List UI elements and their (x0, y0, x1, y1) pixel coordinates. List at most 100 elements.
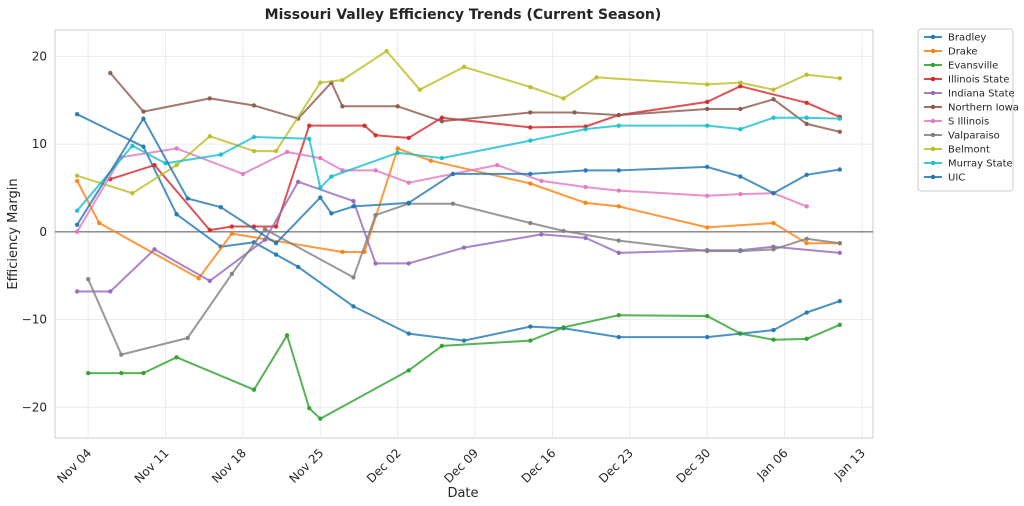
data-point-belmont (384, 48, 389, 54)
data-point-murray-state (804, 115, 809, 120)
data-point-valparaiso (837, 241, 843, 246)
x-tick-label: Dec 09 (441, 446, 481, 486)
legend-swatch-marker (930, 34, 936, 40)
data-point-northern-iowa (738, 106, 743, 112)
data-point-belmont (130, 191, 135, 196)
data-point-uic (273, 241, 279, 246)
data-point-illinois-state (273, 224, 279, 229)
x-axis-ticks: Nov 04 Nov 11 Nov 18 Nov 25 Dec 02 Dec 09 Dec … (54, 446, 868, 486)
data-point-uic (616, 168, 621, 173)
data-point-indiana-state (837, 250, 843, 256)
legend-label: Bradley (948, 33, 986, 44)
data-point-s-illinois (318, 155, 323, 161)
data-point-murray-state (329, 174, 334, 179)
data-point-bradley (273, 252, 279, 257)
legend-entry: Illinois State (924, 75, 1009, 86)
data-point-uic (218, 205, 224, 210)
data-point-evansville (307, 405, 312, 411)
y-tick-label: 20 (32, 49, 47, 63)
legend-entry: Bradley (924, 33, 986, 44)
legend-label: Murray State (948, 159, 1013, 170)
chart-title: Missouri Valley Efficiency Trends (Curre… (265, 7, 662, 23)
data-point-bradley (616, 334, 621, 340)
data-point-s-illinois (373, 168, 378, 173)
data-point-valparaiso (85, 276, 91, 282)
data-point-belmont (804, 72, 809, 77)
data-point-valparaiso (771, 247, 776, 252)
data-point-uic (74, 222, 80, 227)
series-evansville (85, 312, 843, 421)
data-point-illinois-state (207, 227, 212, 233)
data-point-drake (704, 225, 710, 230)
data-point-drake (74, 178, 80, 184)
data-point-belmont (318, 80, 323, 85)
legend-swatch-marker (930, 62, 936, 68)
data-point-valparaiso (704, 248, 710, 254)
data-point-bradley (74, 112, 80, 117)
data-point-illinois-state (528, 125, 533, 130)
x-tick-label: Nov 11 (132, 446, 172, 486)
data-point-evansville (528, 338, 533, 343)
data-point-indiana-state (406, 261, 411, 266)
legend-entry: Evansville (924, 61, 998, 72)
data-point-evansville (837, 322, 843, 328)
data-point-bradley (351, 304, 356, 309)
y-tick-label: 0 (39, 225, 47, 239)
data-point-uic (141, 116, 146, 121)
data-point-drake (395, 146, 400, 151)
series-line-uic (76, 117, 840, 245)
x-tick-label: Nov 18 (209, 446, 249, 486)
y-tick-label: 10 (32, 137, 47, 151)
legend-entry: Drake (924, 47, 978, 58)
data-point-evansville (771, 337, 776, 342)
data-point-murray-state (583, 126, 588, 132)
data-point-drake (616, 204, 621, 209)
data-point-murray-state (307, 136, 312, 141)
data-point-uic (738, 174, 743, 179)
data-point-uic (351, 204, 356, 209)
data-point-evansville (251, 387, 257, 392)
data-point-illinois-state (439, 115, 445, 120)
data-point-illinois-state (373, 133, 378, 138)
data-point-s-illinois (174, 146, 179, 151)
data-point-uic (450, 171, 456, 177)
data-point-belmont (738, 80, 743, 85)
series-line-bradley (76, 113, 841, 342)
legend-entry: S Illinois (924, 117, 989, 128)
data-point-murray-state (439, 155, 445, 161)
data-point-northern-iowa (572, 110, 577, 115)
data-point-illinois-state (362, 123, 367, 128)
data-point-illinois-state (229, 224, 235, 229)
x-tick-label: Dec 30 (673, 446, 713, 486)
data-point-indiana-state (108, 289, 113, 294)
series-illinois-state (108, 83, 843, 233)
data-point-drake (97, 220, 102, 226)
data-point-uic (528, 171, 533, 177)
data-point-murray-state (74, 208, 80, 213)
data-point-bradley (704, 334, 710, 340)
legend-label: Drake (948, 47, 978, 58)
series-s-illinois (74, 146, 809, 235)
data-point-valparaiso (262, 226, 268, 232)
data-point-northern-iowa (804, 121, 809, 127)
legend-swatch-marker (930, 160, 936, 166)
data-point-s-illinois (738, 191, 743, 197)
data-point-valparaiso (351, 275, 356, 280)
data-point-valparaiso (738, 248, 743, 254)
legend-swatch-marker (930, 174, 936, 180)
data-point-drake (229, 231, 235, 236)
data-point-murray-state (218, 152, 224, 157)
legend-entry: Indiana State (924, 89, 1015, 100)
data-point-evansville (738, 331, 743, 336)
data-point-drake (196, 276, 201, 281)
data-point-murray-state (738, 126, 743, 132)
data-point-evansville (406, 368, 411, 373)
data-point-indiana-state (539, 232, 544, 237)
data-point-s-illinois (240, 171, 246, 177)
data-point-evansville (174, 355, 179, 360)
data-point-indiana-state (262, 237, 268, 242)
data-point-indiana-state (152, 247, 157, 252)
series-belmont (74, 48, 843, 196)
data-point-belmont (207, 133, 212, 139)
